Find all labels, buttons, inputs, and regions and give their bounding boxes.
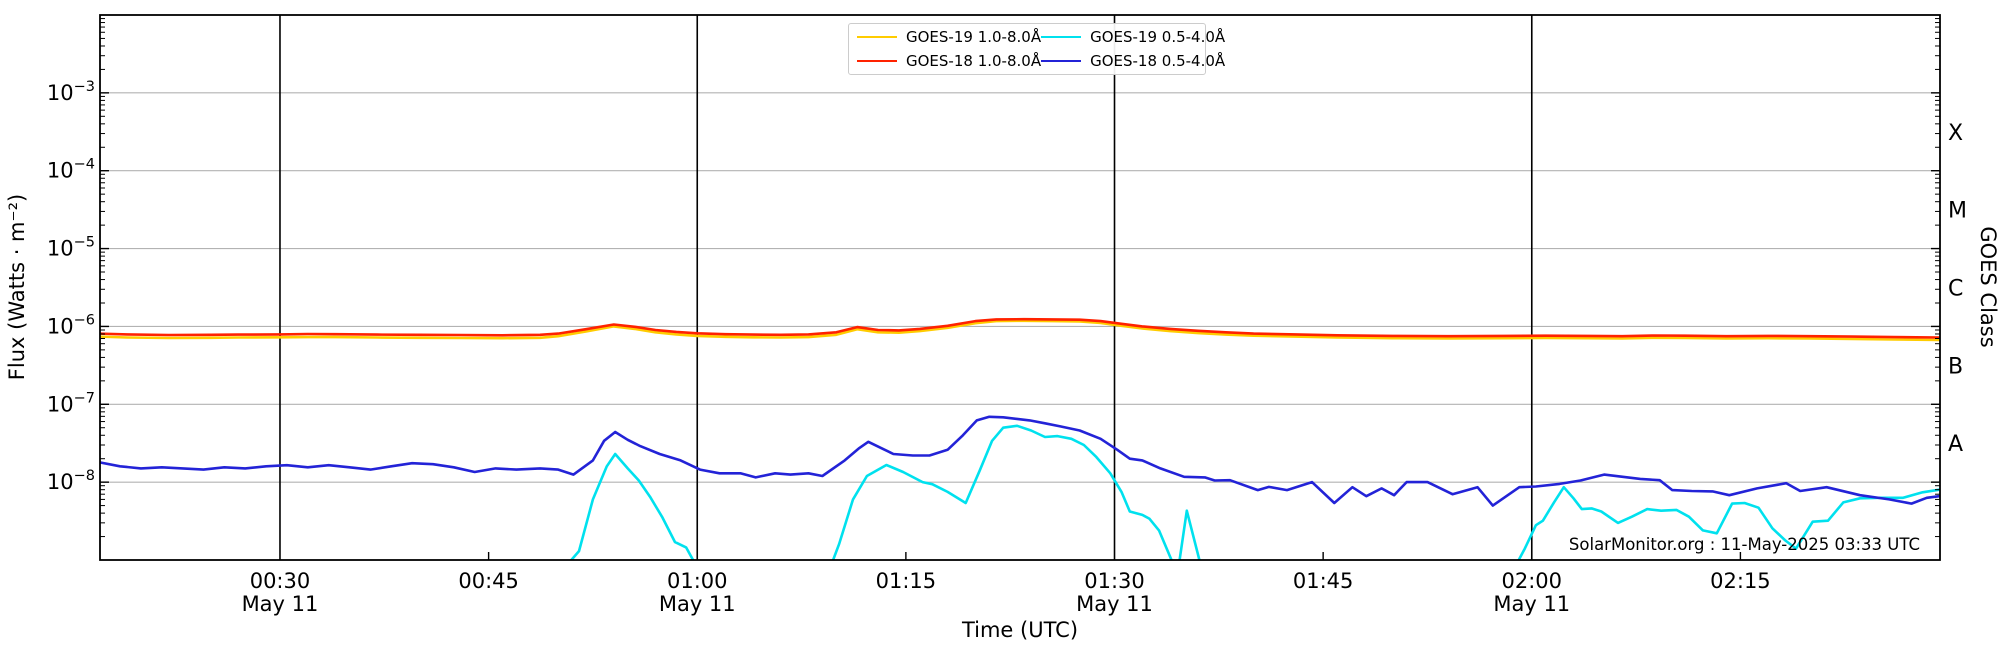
legend-label-goes19-short: GOES-19 0.5-4.0Å [1090,28,1226,46]
x-tick-label: 01:45 [1293,569,1354,593]
x-tick-date-label: May 11 [1076,592,1153,616]
x-tick-label: 02:15 [1710,569,1771,593]
series-line-goes-19-0-5-4-0- [569,424,1940,560]
legend-swatch-goes18-long-icon [857,60,897,62]
goes-class-letter: M [1948,199,1967,224]
legend-item-goes18-long: GOES-18 1.0-8.0Å [857,52,1041,70]
goes-class-letter: B [1948,354,1963,379]
goes-class-letter: X [1948,121,1963,146]
right-axis-title: GOES Class [1976,226,2000,347]
x-tick-label: 00:30 [250,569,311,593]
goes-class-letter: C [1948,277,1963,302]
x-tick-label: 02:00 [1502,569,1563,593]
y-axis-title: Flux (Watts · m⁻²) [5,194,29,380]
watermark-timestamp: SolarMonitor.org : 11-May-2025 03:33 UTC [1569,535,1920,554]
ticks-layer [100,18,1940,560]
tick-labels-layer: 10−3 10−4 10−5 10−6 10−7 10−8 00:45 01:15 01:45 0… [47,79,1967,616]
goes-class-letter: A [1948,432,1963,457]
series-line-goes-19-1-0-8-0- [100,319,1940,342]
x-tick-label: 01:30 [1084,569,1145,593]
legend-label-goes19-long: GOES-19 1.0-8.0Å [906,28,1042,46]
series-layer [100,317,1940,560]
legend-swatch-goes18-short-icon [1041,60,1082,62]
x-tick-date-label: May 11 [1493,592,1570,616]
x-tick-label: 00:45 [458,569,519,593]
legend-label-goes18-long: GOES-18 1.0-8.0Å [906,52,1042,70]
legend-swatch-goes19-short-icon [1041,36,1082,38]
date-lines-layer [279,15,1533,560]
x-tick-label: 01:15 [876,569,937,593]
x-axis-title: Time (UTC) [961,618,1078,642]
y-tick-label: 10−5 [47,235,95,261]
y-tick-label: 10−7 [47,390,95,416]
legend-label-goes18-short: GOES-18 0.5-4.0Å [1090,52,1226,70]
series-line-goes-18-1-0-8-0- [100,317,1940,339]
y-tick-label: 10−6 [47,312,95,338]
y-tick-label: 10−3 [47,79,95,105]
x-tick-date-label: May 11 [242,592,319,616]
legend-item-goes19-short: GOES-19 0.5-4.0Å [1041,28,1225,46]
gridlines-layer [100,92,1940,483]
legend-item-goes19-long: GOES-19 1.0-8.0Å [857,28,1041,46]
series-line-goes-18-0-5-4-0- [100,415,1940,507]
y-tick-label: 10−8 [47,468,95,494]
legend-swatch-goes19-long-icon [857,36,897,38]
legend-item-goes18-short: GOES-18 0.5-4.0Å [1041,52,1225,70]
y-tick-label: 10−4 [47,157,95,183]
x-tick-label: 01:00 [667,569,728,593]
plot-frame [99,14,1941,561]
x-tick-date-label: May 11 [659,592,736,616]
legend: GOES-19 1.0-8.0Å GOES-19 0.5-4.0Å GOES-1… [848,23,1225,75]
